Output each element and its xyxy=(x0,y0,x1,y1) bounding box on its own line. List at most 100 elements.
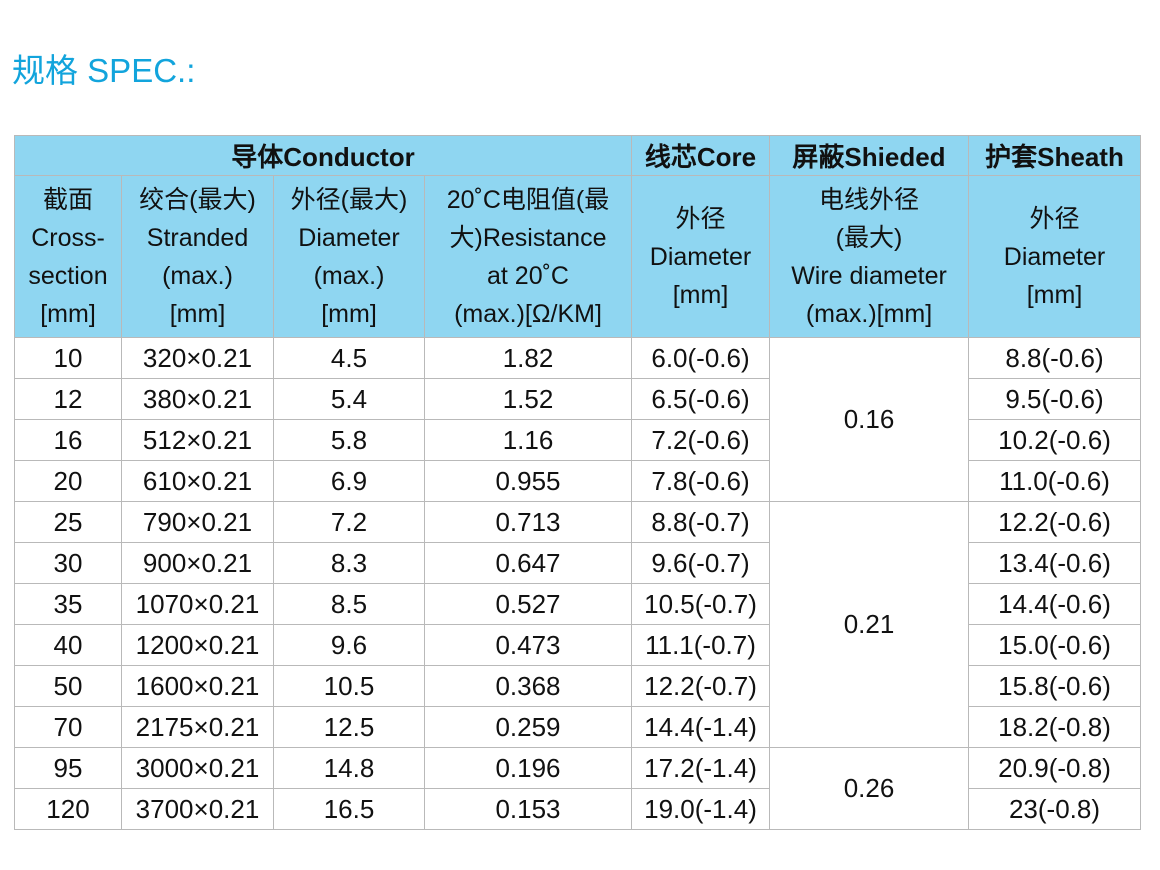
data-row: 20 610×0.21 6.9 0.955 7.8(-0.6) 11.0(-0.6) xyxy=(14,460,1141,502)
cell: 0.26 xyxy=(769,747,969,830)
header-line: [mm] xyxy=(169,299,226,328)
cell: 6.0(-0.6) xyxy=(631,337,770,379)
group-header-row: 导体Conductor 线芯Core 屏蔽Shieded 护套Sheath xyxy=(14,135,1141,176)
cell: 4.5 xyxy=(273,337,425,379)
cell: 16 xyxy=(14,419,122,461)
cell: 790×0.21 xyxy=(121,501,274,543)
cell: 0.527 xyxy=(424,583,632,625)
header-line: at 20˚C xyxy=(487,261,569,290)
group-header: 导体Conductor xyxy=(14,135,632,176)
cell: 0.368 xyxy=(424,665,632,707)
header-line: (max.) xyxy=(313,261,385,290)
column-header: 截面 Cross-section [mm] xyxy=(14,175,122,338)
cell: 320×0.21 xyxy=(121,337,274,379)
cell: 14.8 xyxy=(273,747,425,789)
cell: 20 xyxy=(14,460,122,502)
header-line: Diameter xyxy=(298,223,400,252)
table-body: 导体Conductor 线芯Core 屏蔽Shieded 护套Sheath 截面 Cros… xyxy=(14,135,1141,830)
column-header-row: 截面 Cross-section [mm] 绞合(最大) Stranded (max.)[… xyxy=(14,175,1141,338)
data-row: 95 3000×0.21 14.8 0.196 17.2(-1.4) 0.26 20.9(-… xyxy=(14,747,1141,830)
cell: 11.1(-0.7) xyxy=(631,624,770,666)
header-line: (max.)[Ω/KM] xyxy=(454,299,602,328)
cell: 0.647 xyxy=(424,542,632,584)
cell: 12.5 xyxy=(273,706,425,748)
cell: 1.52 xyxy=(424,378,632,420)
cell: 20.9(-0.8) xyxy=(968,747,1141,789)
header-line: Diameter xyxy=(1003,242,1106,271)
data-row: 30 900×0.21 8.3 0.647 9.6(-0.7) 13.4(-0.6) xyxy=(14,542,1141,584)
header-line: 电线外径 xyxy=(818,185,919,214)
cell: 5.4 xyxy=(273,378,425,420)
cell: 10.5(-0.7) xyxy=(631,583,770,625)
column-header: 电线外径 (最大) Wire diameter (max.)[mm] xyxy=(769,175,969,338)
header-line: [mm] xyxy=(672,280,729,309)
column-header: 绞合(最大) Stranded (max.) [mm] xyxy=(121,175,274,338)
header-line: (最大) xyxy=(835,223,903,252)
cell: 9.6(-0.7) xyxy=(631,542,770,584)
spec-table: 导体Conductor 线芯Core 屏蔽Shieded 护套Sheath 截面 Cros… xyxy=(14,135,1141,830)
header-line: [mm] xyxy=(321,299,377,328)
header-line: section xyxy=(28,261,108,290)
cell: 380×0.21 xyxy=(121,378,274,420)
header-line: (max.) xyxy=(162,261,233,290)
column-header: 外径 Diameter [mm] xyxy=(631,175,770,338)
header-line: 大)Resistance xyxy=(449,223,607,252)
group-header: 护套Sheath xyxy=(968,135,1141,176)
data-row: 25 790×0.21 7.2 0.713 8.8(-0.7) 0.21 12.2(-0.6… xyxy=(14,501,1141,748)
cell: 5.8 xyxy=(273,419,425,461)
cell: 2175×0.21 xyxy=(121,706,274,748)
cell: 9.6 xyxy=(273,624,425,666)
column-header: 外径(最大) Diameter (max.) [mm] xyxy=(273,175,425,338)
cell: 8.3 xyxy=(273,542,425,584)
column-header: 外径 Diameter [mm] xyxy=(968,175,1141,338)
cell: 70 xyxy=(14,706,122,748)
cell: 10.2(-0.6) xyxy=(968,419,1141,461)
cell: 18.2(-0.8) xyxy=(968,706,1141,748)
cell: 15.0(-0.6) xyxy=(968,624,1141,666)
cell: 14.4(-1.4) xyxy=(631,706,770,748)
cell: 50 xyxy=(14,665,122,707)
cell: 7.2(-0.6) xyxy=(631,419,770,461)
header-line: [mm] xyxy=(1026,280,1083,309)
data-row: 35 1070×0.21 8.5 0.527 10.5(-0.7) 14.4(-0.6) xyxy=(14,583,1141,625)
cell: 0.16 xyxy=(769,337,969,502)
cell: 8.8(-0.7) xyxy=(631,501,770,543)
data-row: 40 1200×0.21 9.6 0.473 11.1(-0.7) 15.0(-0.6) xyxy=(14,624,1141,666)
data-row: 50 1600×0.21 10.5 0.368 12.2(-0.7) 15.8(-0.6) xyxy=(14,665,1141,707)
header-line: 20˚C电阻值(最 xyxy=(446,185,610,214)
header-line: Stranded xyxy=(146,223,249,252)
data-row: 10 320×0.21 4.5 1.82 6.0(-0.6) 0.16 8.8(-0.6) xyxy=(14,337,1141,502)
cell: 11.0(-0.6) xyxy=(968,460,1141,502)
cell: 6.5(-0.6) xyxy=(631,378,770,420)
cell: 8.5 xyxy=(273,583,425,625)
title: 规格 SPEC.: xyxy=(12,52,196,89)
header-line: 截面 xyxy=(42,185,93,214)
header-line: Wire diameter xyxy=(791,261,947,290)
group-header: 线芯Core xyxy=(631,135,770,176)
cell: 15.8(-0.6) xyxy=(968,665,1141,707)
cell: 0.196 xyxy=(424,747,632,789)
cell: 0.153 xyxy=(424,788,632,830)
group-header: 屏蔽Shieded xyxy=(769,135,969,176)
cell: 3000×0.21 xyxy=(121,747,274,789)
cell: 10 xyxy=(14,337,122,379)
cell: 512×0.21 xyxy=(121,419,274,461)
cell: 8.8(-0.6) xyxy=(968,337,1141,379)
cell: 40 xyxy=(14,624,122,666)
data-row: 70 2175×0.21 12.5 0.259 14.4(-1.4) 18.2(-0.8) xyxy=(14,706,1141,748)
header-line: 绞合(最大) xyxy=(139,185,256,214)
cell: 95 xyxy=(14,747,122,789)
header-line: (max.)[mm] xyxy=(805,299,933,328)
column-header: 20˚C电阻值(最 大)Resistance at 20˚C (max.)[Ω/KM] xyxy=(424,175,632,338)
cell: 12.2(-0.7) xyxy=(631,665,770,707)
cell: 12.2(-0.6) xyxy=(968,501,1141,543)
cell: 0.21 xyxy=(769,501,969,748)
data-row: 12 380×0.21 5.4 1.52 6.5(-0.6) 9.5(-0.6) xyxy=(14,378,1141,420)
header-line: [mm] xyxy=(40,299,96,328)
cell: 0.713 xyxy=(424,501,632,543)
header-line: Cross- xyxy=(31,223,105,252)
data-row: 120 3700×0.21 16.5 0.153 19.0(-1.4) 23(-0.8) xyxy=(14,788,1141,830)
cell: 900×0.21 xyxy=(121,542,274,584)
cell: 12 xyxy=(14,378,122,420)
